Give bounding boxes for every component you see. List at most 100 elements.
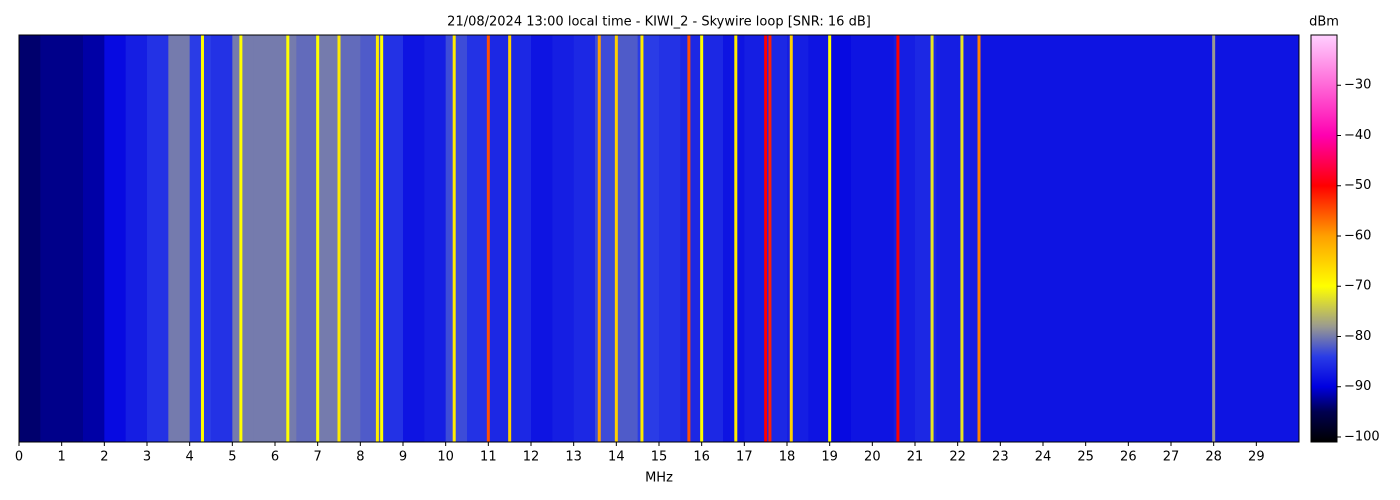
x-tick-label: 27 <box>1163 450 1180 465</box>
band <box>552 35 575 442</box>
band <box>1235 35 1257 442</box>
signal-line <box>789 35 793 442</box>
signal-line <box>640 35 644 442</box>
x-tick-label: 7 <box>314 450 322 465</box>
signal-line <box>734 35 738 442</box>
x-tick-label: 21 <box>907 450 924 465</box>
band <box>1000 35 1023 442</box>
x-tick-label: 19 <box>821 450 838 465</box>
signal-line <box>977 35 981 442</box>
band <box>1064 35 1087 442</box>
x-tick-label: 10 <box>437 450 454 465</box>
band <box>232 35 255 442</box>
x-tick-label: 11 <box>480 450 497 465</box>
band <box>1213 35 1236 442</box>
x-tick-label: 0 <box>15 450 23 465</box>
band <box>851 35 873 442</box>
band <box>147 35 169 442</box>
signal-line <box>768 35 772 442</box>
band <box>211 35 233 442</box>
band <box>573 35 596 442</box>
x-tick-label: 5 <box>228 450 236 465</box>
x-tick-label: 28 <box>1205 450 1222 465</box>
x-tick-label: 3 <box>143 450 151 465</box>
band <box>253 35 276 442</box>
signal-line <box>687 35 691 442</box>
band <box>104 35 127 442</box>
band <box>275 35 297 442</box>
band <box>403 35 425 442</box>
band <box>83 35 105 442</box>
signal-line <box>960 35 964 442</box>
colorbar-label: dBm <box>1309 15 1339 30</box>
signal-line <box>380 35 384 442</box>
band <box>531 35 553 442</box>
x-tick-label: 22 <box>949 450 966 465</box>
band <box>40 35 63 442</box>
x-tick-label: 13 <box>565 450 582 465</box>
band <box>1277 35 1300 442</box>
band <box>1021 35 1044 442</box>
colorbar <box>1310 34 1338 443</box>
band <box>61 35 84 442</box>
x-tick-label: 16 <box>693 450 710 465</box>
band <box>659 35 681 442</box>
band <box>1085 35 1108 442</box>
colorbar-tick-label: −80 <box>1344 329 1371 344</box>
signal-line <box>486 35 490 442</box>
x-tick-label: 8 <box>356 450 364 465</box>
band <box>1171 35 1193 442</box>
x-tick-label: 23 <box>992 450 1009 465</box>
signal-line <box>1212 35 1216 442</box>
band <box>1192 35 1215 442</box>
band <box>189 35 212 442</box>
band <box>296 35 319 442</box>
band <box>616 35 639 442</box>
x-tick-label: 4 <box>186 450 194 465</box>
x-tick-label: 18 <box>779 450 796 465</box>
signal-line <box>239 35 243 442</box>
band <box>829 35 852 442</box>
colorbar-tick-label: −50 <box>1344 178 1371 193</box>
x-tick-label: 2 <box>100 450 108 465</box>
x-tick-label: 17 <box>736 450 753 465</box>
band <box>744 35 767 442</box>
signal-line <box>316 35 320 442</box>
band <box>509 35 532 442</box>
signal-line <box>200 35 204 442</box>
band <box>936 35 959 442</box>
colorbar-tick-label: −60 <box>1344 228 1371 243</box>
band <box>1128 35 1151 442</box>
x-tick-label: 12 <box>523 450 540 465</box>
band <box>979 35 1001 442</box>
x-tick-label: 26 <box>1120 450 1137 465</box>
band <box>872 35 895 442</box>
colorbar-tick-label: −70 <box>1344 279 1371 294</box>
band <box>701 35 724 442</box>
signal-line <box>700 35 704 442</box>
x-tick-label: 9 <box>399 450 407 465</box>
x-tick-label: 20 <box>864 450 881 465</box>
x-tick-label: 24 <box>1035 450 1052 465</box>
signal-line <box>764 35 768 442</box>
colorbar-tick-label: −90 <box>1344 379 1371 394</box>
x-tick-label: 15 <box>651 450 668 465</box>
band <box>488 35 511 442</box>
colorbar-tick-label: −40 <box>1344 128 1371 143</box>
x-axis-label: MHz <box>645 471 673 486</box>
band <box>339 35 361 442</box>
signal-line <box>828 35 832 442</box>
band <box>317 35 340 442</box>
x-tick-label: 25 <box>1077 450 1094 465</box>
signal-line <box>508 35 512 442</box>
signal-line <box>452 35 456 442</box>
band <box>445 35 468 442</box>
signal-line <box>614 35 618 442</box>
signal-line <box>375 35 379 442</box>
band <box>1107 35 1129 442</box>
band <box>1043 35 1065 442</box>
band <box>125 35 148 442</box>
colorbar-tick-label: −30 <box>1344 78 1371 93</box>
band <box>467 35 489 442</box>
x-tick-label: 6 <box>271 450 279 465</box>
